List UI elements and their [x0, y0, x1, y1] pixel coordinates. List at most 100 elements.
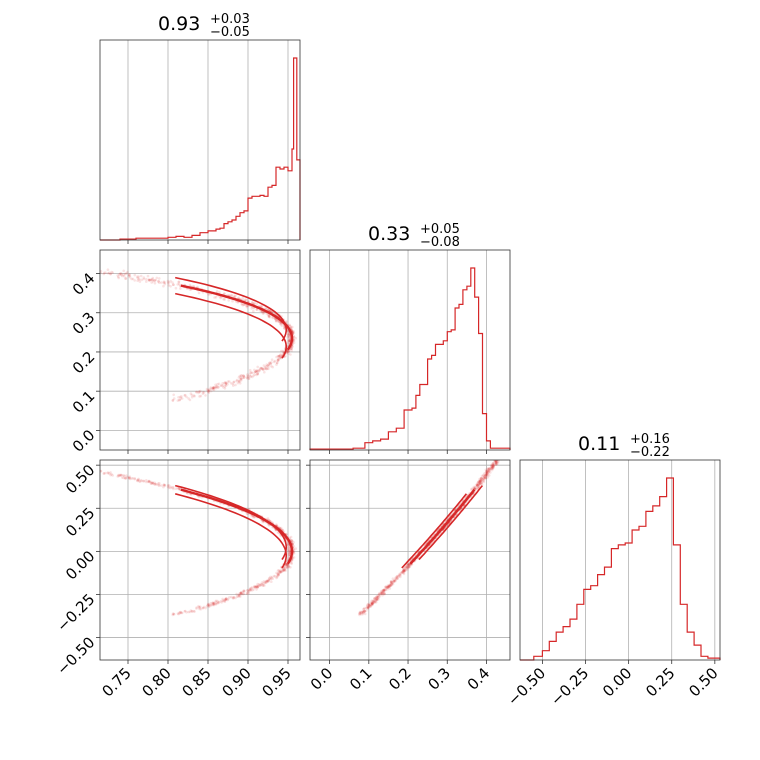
scatter-point	[248, 588, 252, 591]
scatter-point	[251, 300, 254, 304]
scatter-point	[499, 455, 502, 458]
scatter-point	[237, 593, 241, 596]
scatter-point	[236, 301, 240, 304]
scatter-point	[267, 313, 270, 317]
scatter-point	[2, 260, 5, 263]
scatter-point	[217, 601, 220, 604]
scatter-point	[382, 588, 385, 592]
scatter-point	[368, 603, 372, 607]
scatter-point	[121, 274, 124, 278]
scatter-point	[238, 374, 242, 378]
scatter-point	[62, 466, 65, 469]
scatter-point	[109, 272, 112, 276]
scatter-point	[128, 476, 131, 480]
scatter-point	[358, 613, 361, 617]
scatter-point	[100, 269, 103, 273]
scatter-point	[237, 593, 241, 597]
scatter-point	[381, 591, 384, 595]
scatter-point	[276, 359, 280, 362]
scatter-point	[261, 367, 265, 371]
scatter-point	[211, 601, 215, 605]
scatter-point	[150, 281, 153, 284]
scatter-point	[172, 486, 175, 489]
scatter-point	[257, 370, 260, 374]
scatter-point	[64, 466, 67, 469]
contour-line	[409, 488, 476, 565]
scatter-point	[239, 379, 243, 382]
scatter-point	[131, 277, 135, 281]
scatter-point	[179, 397, 183, 400]
panel-title-1: 0.33	[368, 223, 410, 245]
scatter-point	[209, 604, 213, 607]
scatter-point	[485, 469, 488, 473]
scatter-point	[232, 384, 235, 387]
scatter-point	[117, 275, 120, 279]
scatter-point	[37, 262, 40, 265]
scatter-point	[187, 397, 190, 400]
scatter-point	[373, 597, 376, 600]
scatter-point	[283, 566, 287, 570]
scatter-point	[382, 588, 386, 591]
scatter-point	[125, 272, 128, 275]
scatter-point	[142, 479, 146, 483]
scatter-point	[178, 398, 181, 402]
scatter-point	[279, 526, 283, 530]
scatter-point	[490, 467, 493, 470]
scatter-point	[166, 485, 170, 489]
scatter-point	[274, 318, 278, 322]
scatter-point	[366, 606, 370, 609]
scatter-point	[496, 456, 499, 459]
scatter-point	[137, 275, 140, 279]
scatter-point	[245, 377, 249, 380]
scatter-point	[485, 471, 489, 474]
scatter-point	[478, 482, 482, 486]
scatter-point	[127, 274, 131, 278]
scatter-point	[389, 583, 392, 587]
scatter-point	[287, 333, 290, 336]
scatter-point	[372, 599, 375, 603]
scatter-point	[266, 580, 269, 583]
scatter-point	[405, 566, 409, 569]
scatter-point	[496, 460, 500, 464]
scatter-point	[212, 601, 216, 605]
scatter-point	[37, 460, 40, 463]
scatter-point	[478, 480, 482, 483]
scatter-point	[407, 565, 411, 569]
scatter-group-2-0	[2, 455, 298, 617]
x-tick-label: −0.50	[504, 664, 549, 709]
scatter-point	[150, 482, 154, 485]
scatter-point	[255, 302, 259, 306]
scatter-point	[169, 486, 172, 490]
scatter-point	[223, 292, 226, 296]
scatter-point	[367, 604, 371, 607]
scatter-point	[485, 469, 489, 473]
scatter-point	[287, 350, 290, 353]
scatter-point	[214, 599, 218, 603]
scatter-point	[2, 455, 5, 458]
scatter-point	[20, 460, 23, 463]
scatter-point	[282, 568, 286, 571]
scatter-point	[275, 355, 278, 359]
scatter-point	[137, 478, 140, 482]
scatter-point	[4, 259, 7, 262]
scatter-point	[145, 479, 148, 482]
scatter-point	[279, 356, 283, 359]
scatter-point	[207, 605, 211, 608]
scatter-point	[204, 394, 207, 397]
scatter-point	[474, 487, 477, 491]
scatter-point	[138, 480, 142, 484]
scatter-point	[278, 571, 282, 574]
scatter-point	[377, 593, 381, 596]
scatter-point	[386, 585, 390, 588]
scatter-point	[366, 606, 370, 609]
scatter-point	[256, 365, 260, 369]
x-tick-label: 0.4	[464, 664, 494, 694]
scatter-point	[205, 605, 209, 608]
scatter-point	[214, 386, 218, 389]
scatter-point	[180, 397, 184, 400]
scatter-point	[287, 333, 290, 336]
scatter-point	[487, 468, 490, 471]
scatter-point	[400, 570, 404, 574]
scatter-point	[66, 266, 69, 269]
scatter-point	[249, 588, 253, 592]
